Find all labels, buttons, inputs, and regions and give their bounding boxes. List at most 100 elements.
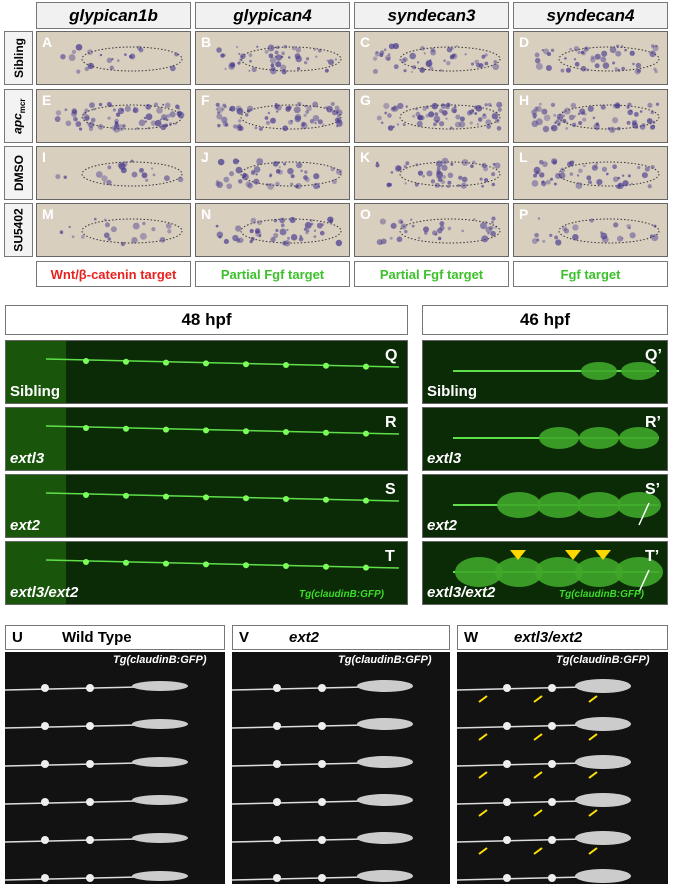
micrograph (453, 427, 659, 449)
structure (615, 50, 622, 57)
structure (274, 104, 279, 109)
structure (425, 105, 429, 109)
structure (638, 569, 650, 593)
panel-letter: U (12, 629, 23, 646)
structure (614, 67, 618, 71)
structure (411, 224, 415, 228)
structure (575, 755, 631, 769)
structure (357, 832, 413, 844)
structure (123, 559, 129, 566)
structure (460, 182, 467, 189)
structure (629, 50, 635, 56)
structure (65, 120, 72, 127)
structure (313, 229, 317, 232)
structure (235, 105, 242, 112)
structure (318, 722, 326, 730)
structure (614, 102, 621, 108)
structure (72, 116, 78, 122)
structure (233, 124, 238, 129)
structure (387, 113, 392, 118)
structure (379, 218, 386, 225)
structure (396, 236, 403, 243)
structure (235, 45, 239, 49)
structure (169, 111, 176, 118)
in-situ-panel: I (36, 146, 191, 200)
structure (83, 559, 89, 565)
structure (132, 681, 188, 691)
structure (41, 798, 49, 806)
structure (531, 180, 539, 187)
structure (430, 49, 437, 56)
structure (235, 166, 243, 174)
footer-label: Fgf target (513, 261, 668, 287)
structure (129, 53, 136, 60)
structure (273, 798, 281, 806)
structure (278, 166, 281, 169)
structure (541, 108, 548, 115)
panel-letter: S (385, 481, 396, 498)
structure (163, 560, 169, 567)
row-label-text: DMSO (11, 155, 26, 191)
structure (484, 178, 489, 183)
structure (122, 124, 126, 128)
structure (216, 181, 224, 189)
structure (555, 119, 559, 123)
structure (399, 46, 501, 72)
structure (396, 123, 400, 126)
structure (576, 174, 580, 177)
structure (450, 162, 454, 166)
structure (240, 104, 342, 130)
micrograph (531, 102, 660, 133)
structure (631, 121, 637, 126)
structure (229, 171, 235, 177)
structure (533, 809, 543, 817)
structure (161, 114, 168, 121)
structure (639, 124, 646, 130)
structure (215, 180, 219, 183)
structure (301, 123, 305, 127)
structure (315, 55, 318, 58)
micrograph (457, 679, 631, 883)
structure (265, 120, 271, 125)
structure (469, 121, 473, 125)
structure (249, 59, 252, 63)
structure (594, 53, 601, 60)
structure (652, 124, 656, 128)
structure (357, 756, 413, 768)
structure (288, 105, 292, 110)
structure (405, 161, 410, 166)
structure (336, 168, 343, 175)
structure (309, 118, 315, 124)
structure (304, 170, 308, 174)
structure (306, 105, 312, 112)
structure (71, 49, 77, 54)
structure (396, 165, 402, 171)
structure (542, 239, 546, 243)
structure (612, 176, 619, 183)
micrograph (531, 158, 660, 190)
structure (557, 122, 561, 126)
structure (117, 107, 125, 115)
structure (616, 44, 620, 48)
structure (533, 771, 543, 779)
structure (84, 66, 90, 72)
genotype-label: ext2 (427, 517, 458, 534)
structure (45, 358, 400, 368)
in-situ-panel: C (354, 31, 509, 85)
gfp-series-panel: Tg(claudinB:GFP) (5, 652, 225, 884)
structure (415, 107, 418, 111)
structure (54, 116, 61, 122)
structure (617, 492, 661, 518)
structure (238, 237, 244, 243)
micrograph (232, 680, 413, 882)
structure (553, 113, 557, 117)
structure (295, 185, 298, 189)
structure (324, 106, 328, 109)
structure (390, 171, 394, 174)
structure (478, 695, 488, 703)
structure (132, 795, 188, 805)
structure (458, 121, 466, 128)
structure (484, 53, 488, 57)
